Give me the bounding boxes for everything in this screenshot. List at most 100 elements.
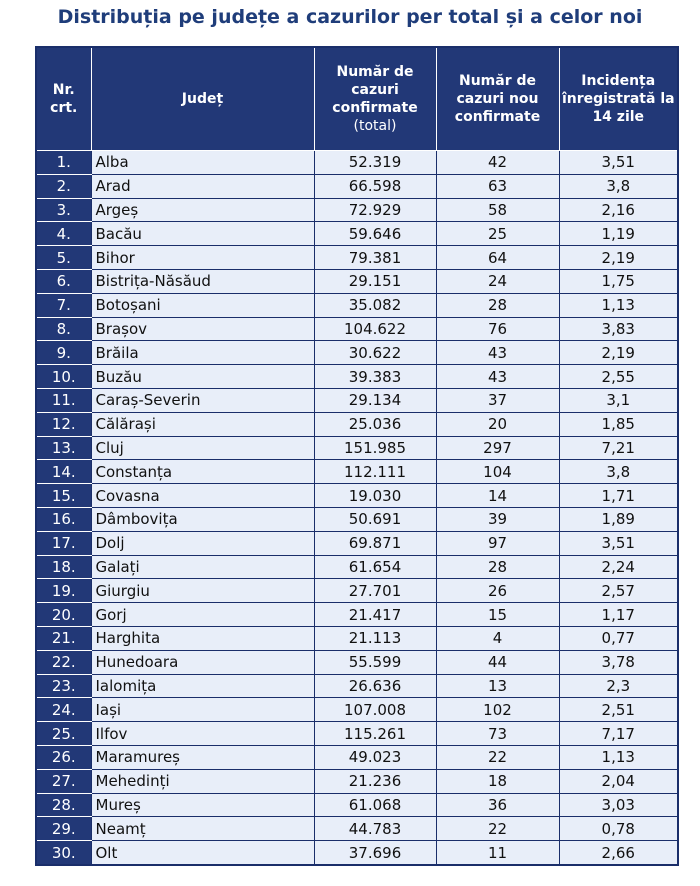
cell-judet: Constanța (90, 459, 315, 485)
cell-nr: 30. (35, 840, 92, 866)
table-row: 19. Giurgiu 27.701 26 2,57 (35, 578, 679, 604)
cell-incidenta: 7,21 (558, 435, 679, 461)
cell-total: 104.622 (313, 316, 437, 342)
cell-incidenta: 3,8 (558, 173, 679, 199)
cell-judet: Călărași (90, 411, 315, 437)
cell-nr: 28. (35, 792, 92, 818)
cell-judet: Brașov (90, 316, 315, 342)
header-total-sub: (total) (353, 118, 397, 134)
cell-total: 35.082 (313, 292, 437, 318)
table-row: 7. Botoșani 35.082 28 1,13 (35, 292, 679, 318)
cell-judet: Giurgiu (90, 578, 315, 604)
table-row: 13. Cluj 151.985 297 7,21 (35, 435, 679, 461)
cell-judet: Bistrița-Năsăud (90, 268, 315, 294)
cell-nr: 25. (35, 721, 92, 746)
header-total: Număr de cazuri confirmate (total) (313, 46, 437, 151)
cell-incidenta: 1,19 (558, 221, 679, 247)
cell-judet: Mehedinți (90, 768, 315, 794)
cell-nr: 27. (35, 768, 92, 794)
cell-noi: 76 (435, 316, 560, 342)
cell-judet: Covasna (90, 483, 315, 508)
table-row: 17. Dolj 69.871 97 3,51 (35, 530, 679, 556)
table-row: 9. Brăila 30.622 43 2,19 (35, 340, 679, 366)
cell-judet: Botoșani (90, 292, 315, 318)
cell-noi: 25 (435, 221, 560, 247)
cell-total: 21.113 (313, 625, 437, 651)
cell-noi: 73 (435, 721, 560, 746)
cell-noi: 37 (435, 387, 560, 413)
cell-noi: 22 (435, 816, 560, 842)
header-nr: Nr. crt. (35, 46, 92, 151)
cell-noi: 63 (435, 173, 560, 199)
cell-nr: 19. (35, 578, 92, 604)
cell-noi: 4 (435, 625, 560, 651)
cell-incidenta: 3,51 (558, 530, 679, 556)
cell-incidenta: 3,8 (558, 459, 679, 485)
cell-noi: 97 (435, 530, 560, 556)
cell-incidenta: 2,66 (558, 840, 679, 866)
cell-total: 49.023 (313, 744, 437, 770)
cell-nr: 5. (35, 245, 92, 270)
cell-incidenta: 2,19 (558, 245, 679, 270)
cell-noi: 297 (435, 435, 560, 461)
cell-noi: 43 (435, 340, 560, 366)
cell-nr: 3. (35, 197, 92, 223)
cell-incidenta: 1,71 (558, 483, 679, 508)
cell-judet: Argeș (90, 197, 315, 223)
cell-noi: 20 (435, 411, 560, 437)
cell-total: 66.598 (313, 173, 437, 199)
cell-total: 112.111 (313, 459, 437, 485)
cell-judet: Neamț (90, 816, 315, 842)
table-row: 20. Gorj 21.417 15 1,17 (35, 602, 679, 627)
cell-total: 61.654 (313, 554, 437, 580)
table-row: 28. Mureș 61.068 36 3,03 (35, 792, 679, 818)
cell-nr: 7. (35, 292, 92, 318)
cell-total: 151.985 (313, 435, 437, 461)
cell-nr: 11. (35, 387, 92, 413)
cell-total: 27.701 (313, 578, 437, 604)
cell-incidenta: 2,57 (558, 578, 679, 604)
cell-nr: 20. (35, 602, 92, 627)
table-row: 4. Bacău 59.646 25 1,19 (35, 221, 679, 247)
cell-total: 59.646 (313, 221, 437, 247)
header-noi: Număr de cazuri nou confirmate (435, 46, 560, 151)
cell-incidenta: 2,51 (558, 697, 679, 723)
cell-incidenta: 3,78 (558, 649, 679, 675)
cell-judet: Mureș (90, 792, 315, 818)
table-row: 26. Maramureș 49.023 22 1,13 (35, 744, 679, 770)
table-row: 12. Călărași 25.036 20 1,85 (35, 411, 679, 437)
cell-judet: Cluj (90, 435, 315, 461)
cell-nr: 13. (35, 435, 92, 461)
cell-total: 69.871 (313, 530, 437, 556)
cell-judet: Gorj (90, 602, 315, 627)
cell-incidenta: 2,16 (558, 197, 679, 223)
table-row: 2. Arad 66.598 63 3,8 (35, 173, 679, 199)
cell-total: 21.417 (313, 602, 437, 627)
table-row: 18. Galați 61.654 28 2,24 (35, 554, 679, 580)
cell-total: 52.319 (313, 150, 437, 175)
cell-nr: 18. (35, 554, 92, 580)
table-row: 22. Hunedoara 55.599 44 3,78 (35, 649, 679, 675)
cell-noi: 22 (435, 744, 560, 770)
table-row: 8. Brașov 104.622 76 3,83 (35, 316, 679, 342)
table-header: Nr. crt. Județ Număr de cazuri confirmat… (35, 46, 679, 151)
cell-total: 29.134 (313, 387, 437, 413)
cell-total: 50.691 (313, 506, 437, 532)
cell-judet: Ilfov (90, 721, 315, 746)
cell-incidenta: 2,24 (558, 554, 679, 580)
cell-noi: 18 (435, 768, 560, 794)
cell-judet: Harghita (90, 625, 315, 651)
cell-nr: 6. (35, 268, 92, 294)
cell-judet: Dolj (90, 530, 315, 556)
table-row: 6. Bistrița-Năsăud 29.151 24 1,75 (35, 268, 679, 294)
table-row: 16. Dâmbovița 50.691 39 1,89 (35, 506, 679, 532)
cell-total: 39.383 (313, 364, 437, 389)
cell-noi: 44 (435, 649, 560, 675)
cell-judet: Buzău (90, 364, 315, 389)
table-row: 23. Ialomița 26.636 13 2,3 (35, 673, 679, 699)
cell-nr: 15. (35, 483, 92, 508)
cell-noi: 24 (435, 268, 560, 294)
cell-judet: Bacău (90, 221, 315, 247)
cell-nr: 8. (35, 316, 92, 342)
cell-total: 55.599 (313, 649, 437, 675)
